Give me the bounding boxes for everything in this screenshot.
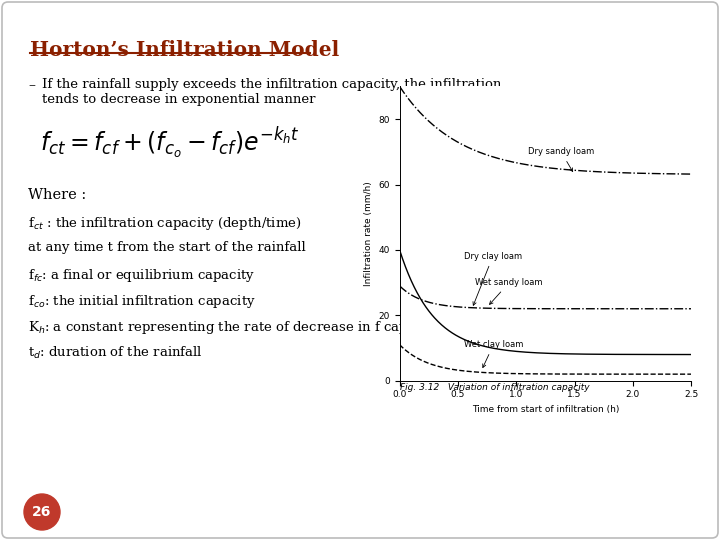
Text: Horton’s Infiltration Model: Horton’s Infiltration Model	[30, 40, 339, 60]
Text: Where :: Where :	[28, 188, 86, 202]
Text: t$_{d}$: duration of the rainfall: t$_{d}$: duration of the rainfall	[28, 345, 203, 361]
Text: Fig. 3.12   Variation of infiltration capacity: Fig. 3.12 Variation of infiltration capa…	[400, 383, 589, 392]
Text: f$_{fc}$: a final or equilibrium capacity: f$_{fc}$: a final or equilibrium capacit…	[28, 267, 255, 284]
Text: Wet clay loam: Wet clay loam	[464, 340, 523, 368]
Text: tends to decrease in exponential manner: tends to decrease in exponential manner	[42, 93, 315, 106]
Circle shape	[24, 494, 60, 530]
Text: Dry sandy loam: Dry sandy loam	[528, 147, 594, 172]
Text: $\mathit{f}_{ct} = \mathit{f}_{cf} + (\mathit{f}_{c_o} - \mathit{f}_{cf})e^{-k_h: $\mathit{f}_{ct} = \mathit{f}_{cf} + (\m…	[40, 125, 300, 160]
Text: f$_{co}$: the initial infiltration capacity: f$_{co}$: the initial infiltration capac…	[28, 293, 256, 310]
Text: If the rainfall supply exceeds the infiltration capacity, the infiltration: If the rainfall supply exceeds the infil…	[42, 78, 501, 91]
Y-axis label: Infiltration rate (mm/h): Infiltration rate (mm/h)	[364, 181, 373, 286]
X-axis label: Time from start of infiltration (h): Time from start of infiltration (h)	[472, 405, 619, 414]
Text: Wet sandy loam: Wet sandy loam	[475, 278, 543, 305]
Text: Dry clay loam: Dry clay loam	[464, 252, 522, 305]
Text: f$_{ct}$ : the infiltration capacity (depth/time): f$_{ct}$ : the infiltration capacity (de…	[28, 215, 302, 232]
Text: –: –	[28, 78, 35, 92]
Text: 26: 26	[32, 505, 52, 519]
Text: at any time t from the start of the rainfall: at any time t from the start of the rain…	[28, 241, 306, 254]
Text: K$_{h}$: a constant representing the rate of decrease in f capacity: K$_{h}$: a constant representing the rat…	[28, 319, 441, 336]
